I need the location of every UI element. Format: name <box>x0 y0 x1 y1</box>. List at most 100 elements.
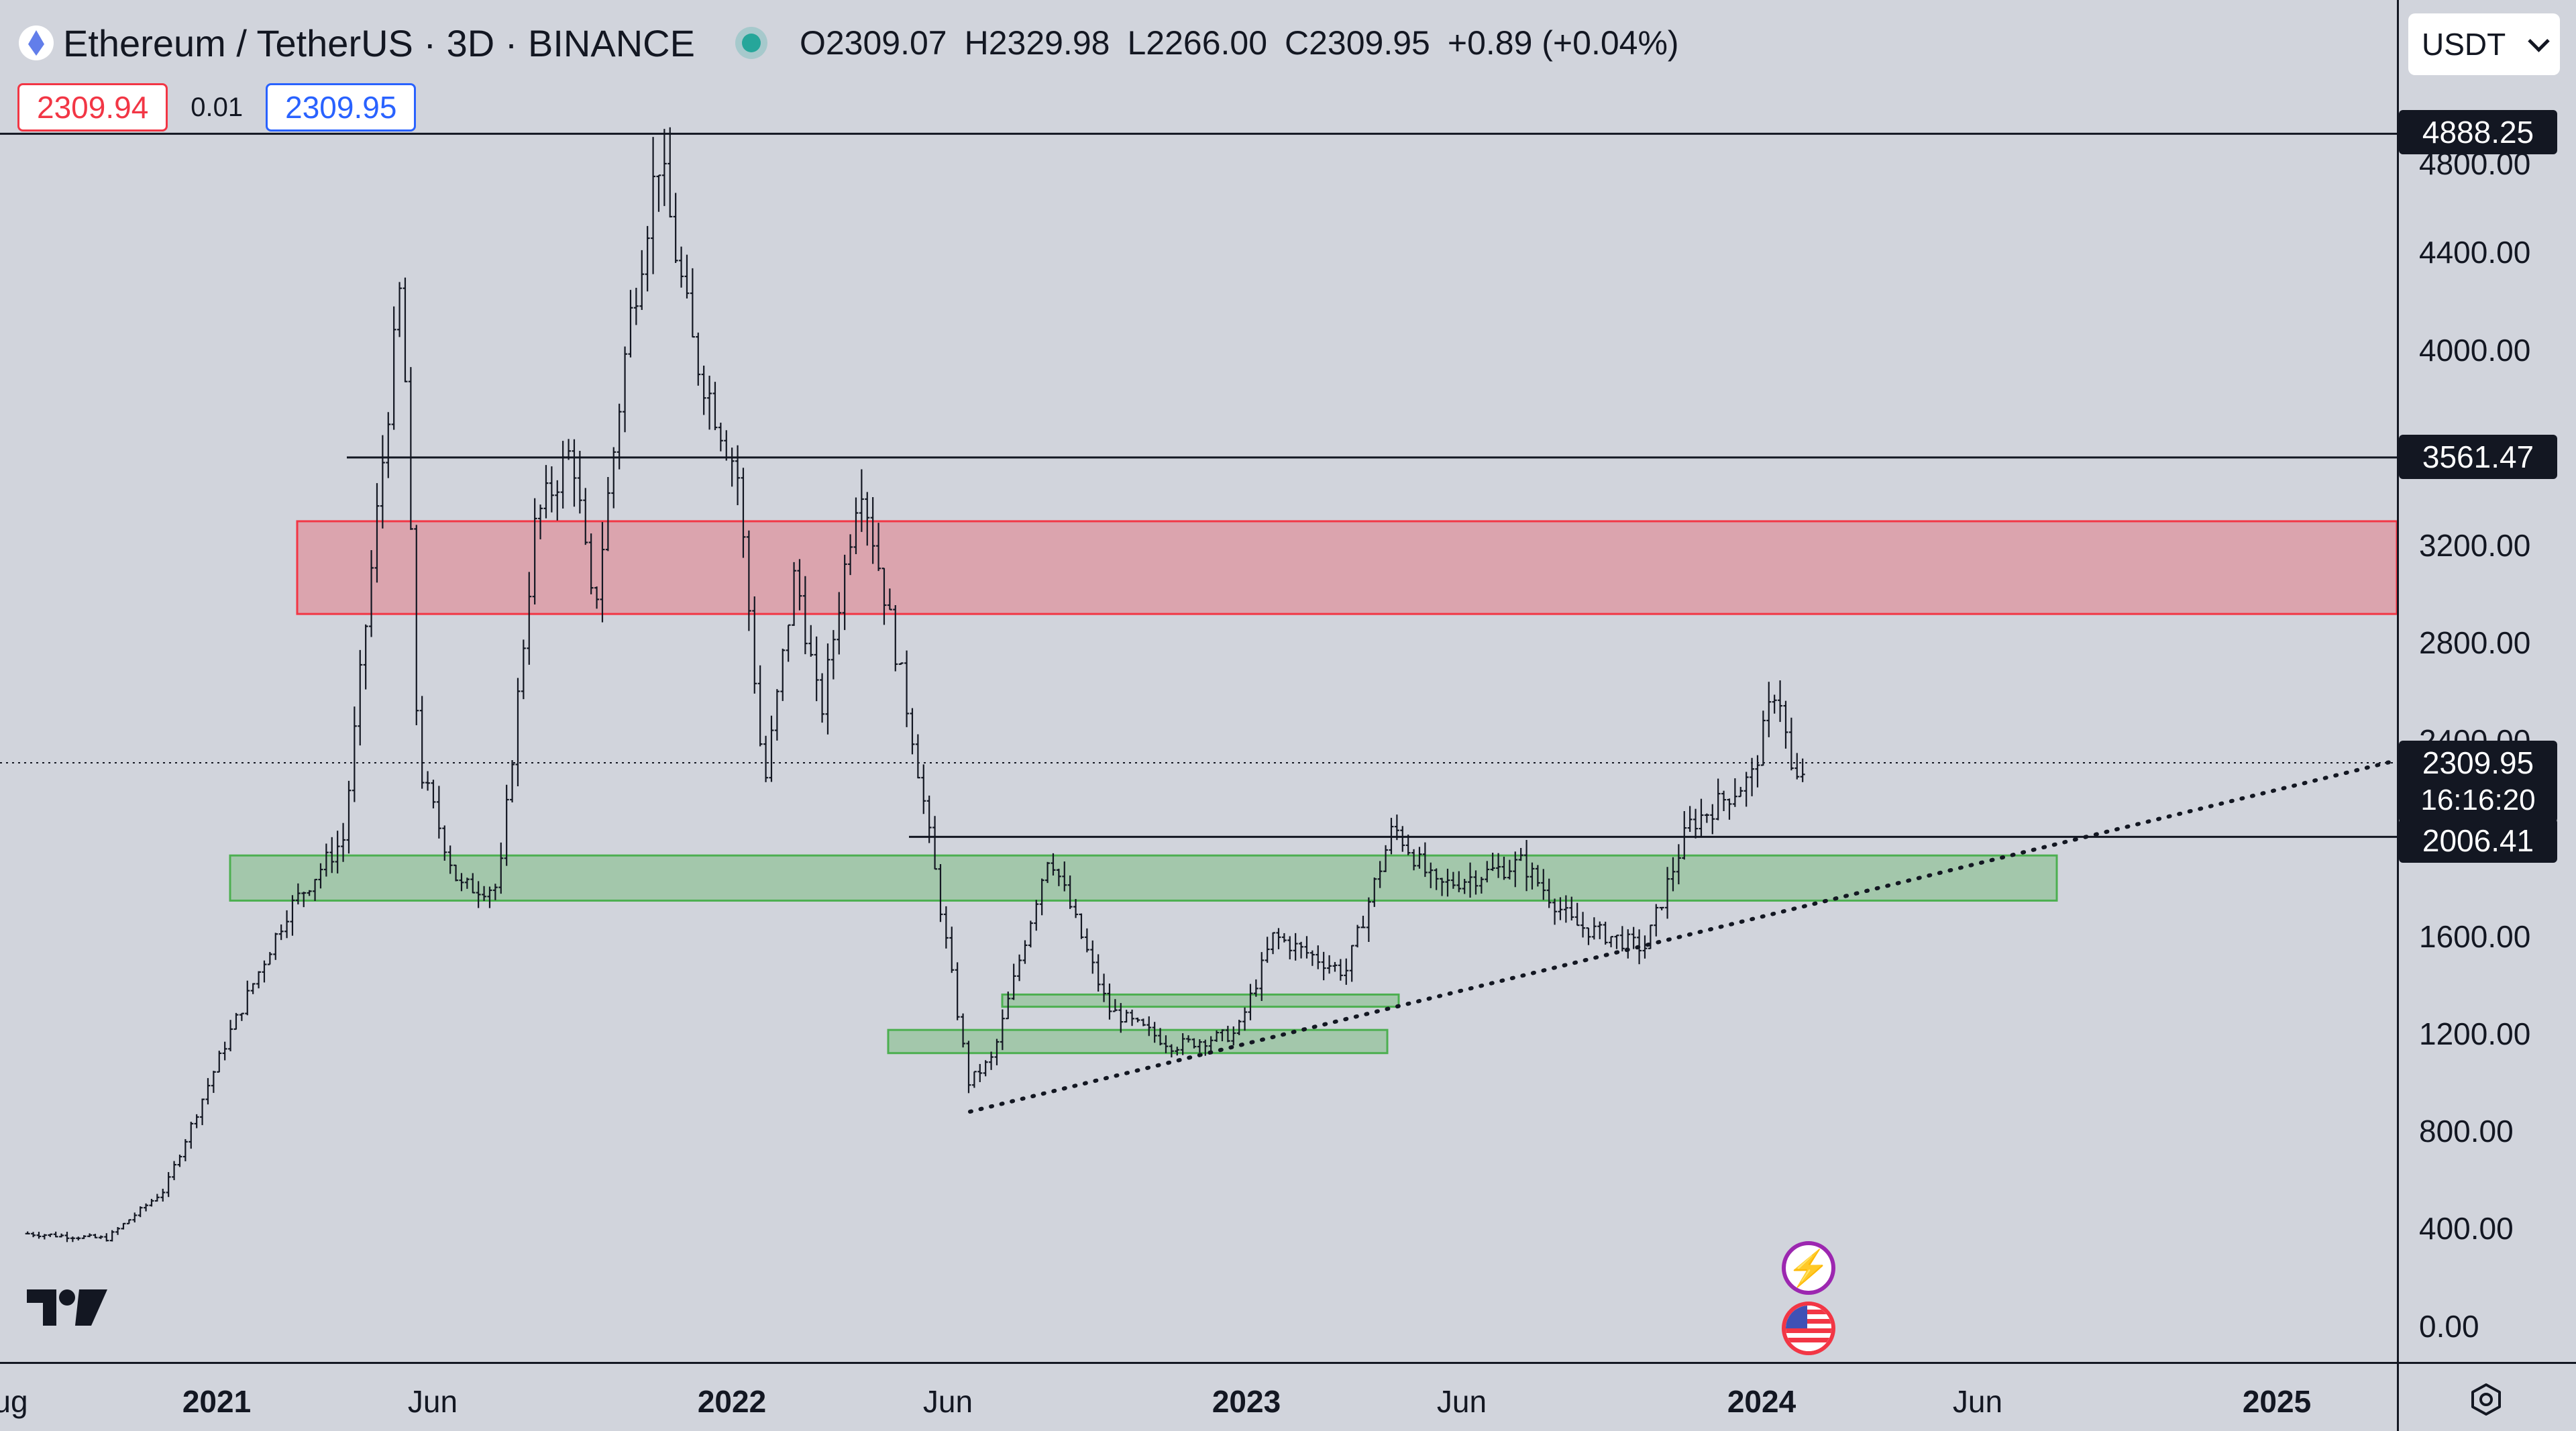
candle <box>921 764 926 814</box>
price-tick: 1200.00 <box>2419 1016 2531 1051</box>
candle <box>820 673 825 723</box>
candle <box>1513 851 1518 888</box>
candle <box>1574 902 1580 926</box>
candle <box>1299 941 1304 959</box>
candle <box>476 881 481 908</box>
candle <box>1479 877 1484 894</box>
candle <box>1327 955 1332 974</box>
candle <box>971 1071 977 1088</box>
candle <box>814 636 819 702</box>
candle <box>780 648 786 701</box>
candle <box>1140 1018 1146 1026</box>
candle <box>792 562 797 626</box>
price-chart[interactable] <box>0 0 2397 1362</box>
candle <box>1214 1030 1220 1043</box>
candle <box>177 1155 182 1167</box>
candle <box>1389 818 1394 855</box>
candle <box>358 649 363 746</box>
candle <box>577 451 582 514</box>
candle <box>588 533 594 594</box>
candle <box>1732 778 1737 807</box>
resistance-zone <box>296 520 2397 615</box>
candle <box>115 1226 121 1235</box>
sell-button[interactable]: 2309.94 <box>17 83 168 131</box>
candle <box>735 445 741 505</box>
candle <box>1271 932 1276 955</box>
candle <box>386 412 391 478</box>
chart-pane[interactable] <box>0 0 2397 1362</box>
candle <box>1338 959 1343 981</box>
candle <box>1580 912 1586 938</box>
candle <box>983 1060 988 1077</box>
candle <box>1400 826 1405 852</box>
candle <box>313 878 318 901</box>
candle <box>1569 896 1574 920</box>
candle <box>616 403 622 470</box>
candle <box>842 554 847 631</box>
candle <box>442 825 447 861</box>
candle <box>1169 1044 1174 1058</box>
candle <box>679 246 684 288</box>
price-tick: 0.00 <box>2419 1309 2479 1344</box>
candle <box>1028 920 1033 948</box>
support-zone <box>887 1028 1389 1055</box>
candle <box>1152 1022 1157 1043</box>
candle <box>341 823 346 862</box>
candle <box>160 1188 166 1202</box>
tradingview-logo-icon[interactable] <box>27 1285 107 1328</box>
candle <box>233 1012 239 1030</box>
candle <box>757 665 763 747</box>
candle <box>64 1232 70 1242</box>
candle <box>859 469 864 532</box>
candle <box>825 643 830 735</box>
candle <box>346 780 352 854</box>
candle <box>639 250 645 311</box>
candle <box>464 878 470 889</box>
candle <box>1704 813 1709 823</box>
candle <box>696 332 701 386</box>
candle <box>1377 861 1383 888</box>
candle <box>222 1041 227 1061</box>
candle <box>408 367 413 530</box>
candle <box>132 1212 138 1223</box>
candle <box>881 568 887 625</box>
price-tick: 3200.00 <box>2419 528 2531 563</box>
candle <box>31 1232 36 1238</box>
candle <box>1146 1016 1152 1037</box>
candle <box>673 193 678 263</box>
symbol-title[interactable]: Ethereum / TetherUS · 3D · BINANCE <box>63 21 695 64</box>
currency-select[interactable]: USDT <box>2408 13 2560 75</box>
candle <box>194 1114 199 1128</box>
us-flag-event-icon[interactable] <box>1782 1302 1835 1355</box>
time-axis[interactable] <box>0 1362 2397 1431</box>
candle <box>802 576 808 655</box>
candle <box>262 960 267 983</box>
candle <box>605 476 610 551</box>
candle <box>1281 933 1287 943</box>
candle <box>1405 835 1411 855</box>
candle <box>1079 913 1084 939</box>
candle <box>1468 862 1473 898</box>
candle <box>1788 717 1794 771</box>
candle <box>1760 710 1766 766</box>
ohlc-legend: O2309.07 H2329.98 L2266.00 C2309.95 +0.8… <box>800 23 1679 62</box>
candle <box>1738 786 1743 798</box>
flash-event-icon[interactable]: ⚡ <box>1782 1241 1835 1295</box>
candle <box>1073 899 1079 918</box>
time-tick: Jun <box>1436 1384 1487 1419</box>
candle <box>1546 878 1552 908</box>
price-axis[interactable] <box>2397 0 2576 1362</box>
candle <box>149 1199 154 1207</box>
candle <box>949 926 955 973</box>
trade-buttons: 2309.94 0.01 2309.95 <box>17 83 417 131</box>
candle <box>1022 940 1028 964</box>
settings-gear-icon[interactable] <box>2469 1382 2504 1417</box>
candle <box>1434 868 1439 890</box>
ohlc-low: L2266.00 <box>1127 24 1268 62</box>
buy-button[interactable]: 2309.95 <box>266 83 417 131</box>
candle <box>1670 857 1676 892</box>
candle <box>1558 897 1563 920</box>
time-tick: 2023 <box>1212 1384 1281 1419</box>
candle <box>994 1039 1000 1065</box>
candle <box>352 706 357 802</box>
